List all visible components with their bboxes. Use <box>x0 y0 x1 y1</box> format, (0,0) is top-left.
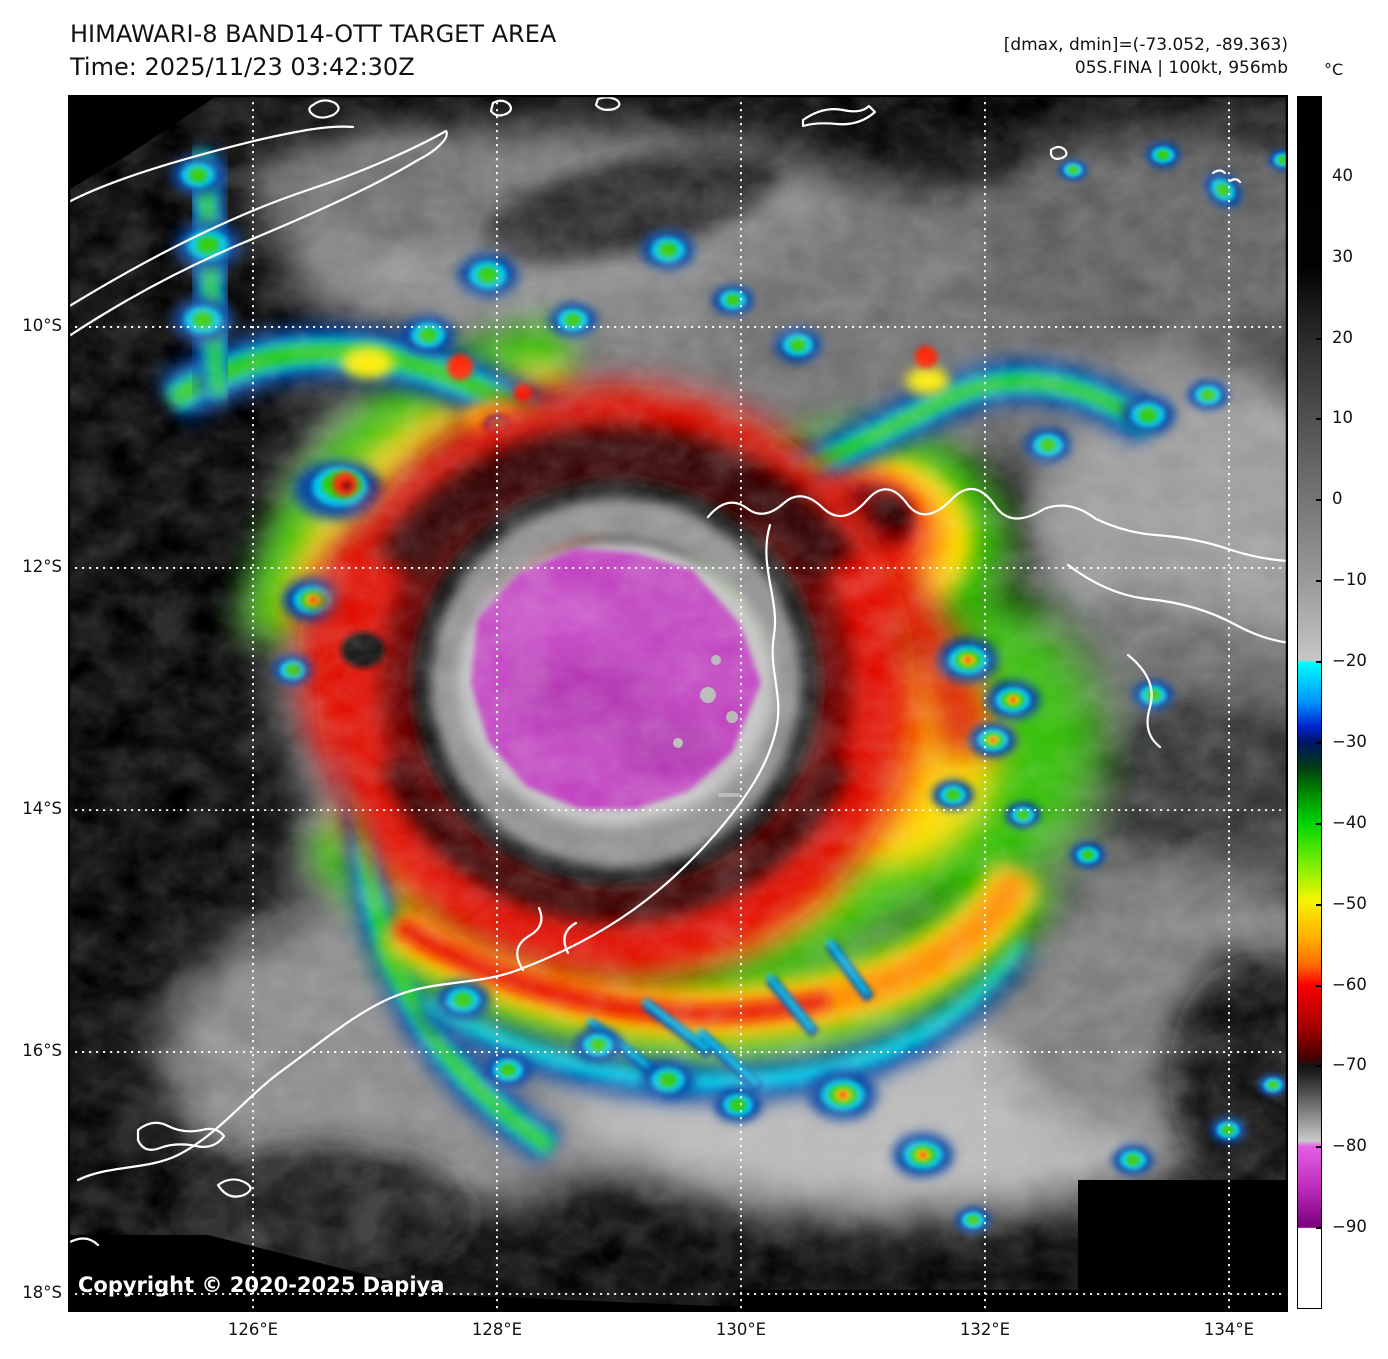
lon-axis-label: 128°E <box>471 1320 523 1339</box>
colorbar-tick-label: −50 <box>1332 893 1367 913</box>
colorbar-tick-label: 30 <box>1332 246 1353 266</box>
colorbar-tick-label: −20 <box>1332 651 1367 671</box>
colorbar-tick-mark <box>1316 822 1322 825</box>
lon-axis-label: 134°E <box>1203 1320 1255 1339</box>
colorbar-unit-label: °C <box>1324 60 1344 79</box>
colorbar-tick-label: −40 <box>1332 812 1367 832</box>
colorbar-tick-mark <box>1316 903 1322 906</box>
lon-axis-label: 130°E <box>715 1320 767 1339</box>
lon-axis-label: 126°E <box>227 1320 279 1339</box>
dmax-dmin-annotation: [dmax, dmin]=(-73.052, -89.363) <box>1003 35 1288 55</box>
grid-layer <box>68 95 1288 1312</box>
storm-annotation: 05S.FINA | 100kt, 956mb <box>1074 58 1288 78</box>
satellite-map: Copyright © 2020-2025 Dapiya <box>68 95 1288 1312</box>
colorbar-tick-label: −30 <box>1332 731 1367 751</box>
timestamp: Time: 2025/11/23 03:42:30Z <box>70 53 415 81</box>
colorbar-tick-mark <box>1316 418 1322 421</box>
colorbar-tick-mark <box>1316 984 1322 987</box>
annotation-block: [dmax, dmin]=(-73.052, -89.363) 05S.FINA… <box>1004 34 1288 80</box>
copyright-text: Copyright © 2020-2025 Dapiya <box>78 1273 445 1297</box>
colorbar-tick-label: −10 <box>1332 570 1367 590</box>
colorbar <box>1297 96 1322 1309</box>
colorbar-tick-mark <box>1316 580 1322 583</box>
lat-axis-label: 10°S <box>22 315 62 335</box>
colorbar-tick-label: −90 <box>1332 1217 1367 1237</box>
lon-axis-label: 132°E <box>959 1320 1011 1339</box>
title-block: HIMAWARI-8 BAND14-OTT TARGET AREA Time: … <box>70 18 556 84</box>
colorbar-tick-mark <box>1316 175 1322 178</box>
coastline-australia-west <box>76 523 780 1182</box>
colorbar-tick-mark <box>1316 1065 1322 1068</box>
colorbar-tick-mark <box>1316 256 1322 259</box>
coastline-layer <box>68 96 1288 1247</box>
coastline-islands-sw <box>136 1121 226 1151</box>
lat-axis-label: 12°S <box>22 556 62 576</box>
colorbar-tick-mark <box>1316 499 1322 502</box>
page-title: HIMAWARI-8 BAND14-OTT TARGET AREA <box>70 20 557 48</box>
colorbar-tick-label: −60 <box>1332 974 1367 994</box>
scan-edge <box>68 95 1288 1312</box>
lat-axis-label: 14°S <box>22 799 62 819</box>
map-border <box>68 95 1288 1312</box>
colorbar-tick-mark <box>1316 1227 1322 1230</box>
lat-axis-label: 16°S <box>22 1041 62 1061</box>
lat-axis-label: 18°S <box>22 1282 62 1302</box>
colorbar-tick-mark <box>1316 661 1322 664</box>
colorbar-tick-label: 20 <box>1332 327 1353 347</box>
colorbar-tick-label: −70 <box>1332 1055 1367 1075</box>
colorbar-tick-mark <box>1316 1146 1322 1149</box>
colorbar-tick-mark <box>1316 741 1322 744</box>
coastline-timor <box>68 129 448 339</box>
cloud-grain-texture <box>68 95 1288 1312</box>
satellite-scene <box>68 95 1288 1312</box>
coastline-australia-north <box>706 487 1288 565</box>
colorbar-tick-label: 40 <box>1332 165 1353 185</box>
colorbar-tick-label: 10 <box>1332 408 1353 428</box>
colorbar-tick-mark <box>1316 337 1322 340</box>
colorbar-tick-label: −80 <box>1332 1136 1367 1156</box>
colorbar-tick-label: 0 <box>1332 489 1343 509</box>
